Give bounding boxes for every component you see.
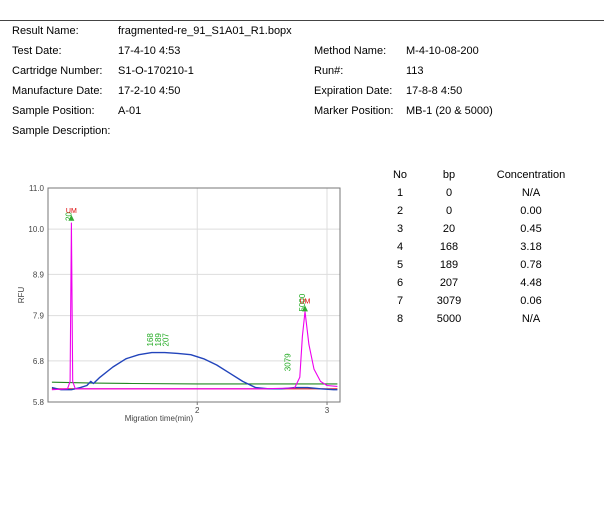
manufacture-date-value: 17-2-10 4:50 bbox=[118, 85, 181, 97]
row-bp: 0 bbox=[445, 187, 453, 199]
y-axis-title: RFU bbox=[17, 287, 26, 304]
result-name-label: Result Name: bbox=[12, 25, 79, 37]
row-no: 8 bbox=[396, 313, 404, 325]
peak-label: 20 bbox=[64, 212, 73, 221]
table-row: 1 0 N/A bbox=[380, 184, 576, 202]
peak-label: 207 bbox=[162, 333, 171, 347]
row-bp: 168 bbox=[439, 241, 459, 253]
cartridge-number-value: S1-O-170210-1 bbox=[118, 65, 194, 77]
row-concentration: 4.48 bbox=[520, 277, 542, 289]
peak-label: 168 bbox=[146, 333, 155, 347]
row-no: 7 bbox=[396, 295, 404, 307]
electropherogram-chart: 11.0 10.0 8.9 7.9 6.8 5.8 2 3 RFU Migration time(… bbox=[17, 184, 341, 423]
upper-marker-triangle bbox=[68, 214, 75, 221]
x-tick-label: 2 bbox=[195, 406, 200, 415]
peak-label: 3079 bbox=[284, 353, 293, 371]
row-bp: 20 bbox=[442, 223, 456, 235]
table-row: 5 189 0.78 bbox=[380, 256, 576, 274]
header-divider bbox=[0, 20, 604, 21]
upper-marker-triangle bbox=[301, 305, 308, 312]
table-row: 6 207 4.48 bbox=[380, 274, 576, 292]
row-bp: 189 bbox=[439, 259, 459, 271]
column-header-bp: bp bbox=[442, 169, 456, 181]
row-no: 1 bbox=[396, 187, 404, 199]
x-axis-title: Migration time(min) bbox=[125, 414, 194, 423]
marker-position-label: Marker Position: bbox=[314, 105, 394, 117]
row-no: 6 bbox=[396, 277, 404, 289]
table-row: 4 168 3.18 bbox=[380, 238, 576, 256]
sample-position-label: Sample Position: bbox=[12, 105, 95, 117]
row-concentration: 0.45 bbox=[520, 223, 542, 235]
y-tick-label: 5.8 bbox=[33, 398, 45, 407]
row-no: 3 bbox=[396, 223, 404, 235]
table-row: 7 3079 0.06 bbox=[380, 292, 576, 310]
y-tick-label: 11.0 bbox=[29, 184, 45, 193]
row-bp: 207 bbox=[439, 277, 459, 289]
manufacture-date-label: Manufacture Date: bbox=[12, 85, 103, 97]
peak-label: 5000 bbox=[298, 293, 307, 311]
row-concentration: 0.78 bbox=[520, 259, 542, 271]
expiration-date-value: 17-8-8 4:50 bbox=[406, 85, 463, 97]
run-number-value: 113 bbox=[406, 65, 424, 77]
row-no: 2 bbox=[396, 205, 404, 217]
row-no: 4 bbox=[396, 241, 404, 253]
cartridge-number-label: Cartridge Number: bbox=[12, 65, 103, 77]
y-tick-label: 8.9 bbox=[33, 270, 45, 279]
sample-position-value: A-01 bbox=[118, 105, 142, 117]
test-date-label: Test Date: bbox=[12, 45, 62, 57]
row-concentration: N/A bbox=[521, 313, 541, 325]
method-name-value: M-4-10-08-200 bbox=[406, 45, 479, 57]
y-tick-label: 10.0 bbox=[28, 225, 44, 234]
table-row: 8 5000 N/A bbox=[380, 310, 576, 328]
series-line-marker bbox=[51, 222, 338, 391]
row-bp: 0 bbox=[445, 205, 453, 217]
row-bp: 3079 bbox=[436, 295, 462, 307]
plot-frame bbox=[47, 187, 341, 403]
y-tick-label: 7.9 bbox=[33, 312, 45, 321]
table-row: 3 20 0.45 bbox=[380, 220, 576, 238]
upper-marker-label: UM bbox=[66, 208, 77, 215]
row-bp: 5000 bbox=[436, 313, 462, 325]
expiration-date-label: Expiration Date: bbox=[314, 85, 393, 97]
column-header-no: No bbox=[392, 169, 408, 181]
row-concentration: 0.00 bbox=[520, 205, 542, 217]
peak-table: No bp Concentration 1 0 N/A 2 0 0.00 3 20 0.45… bbox=[380, 166, 576, 328]
marker-position-value: MB-1 (20 & 5000) bbox=[406, 105, 493, 117]
method-name-label: Method Name: bbox=[314, 45, 387, 57]
sample-description-label: Sample Description: bbox=[12, 125, 111, 137]
peak-label: 189 bbox=[154, 333, 163, 347]
x-tick-label: 3 bbox=[325, 406, 330, 415]
test-date-value: 17-4-10 4:53 bbox=[118, 45, 181, 57]
row-concentration: 3.18 bbox=[520, 241, 542, 253]
table-row: 2 0 0.00 bbox=[380, 202, 576, 220]
row-concentration: 0.06 bbox=[520, 295, 542, 307]
result-name-value: fragmented-re_91_S1A01_R1.bopx bbox=[118, 25, 292, 37]
y-tick-label: 6.8 bbox=[33, 357, 45, 366]
row-no: 5 bbox=[396, 259, 404, 271]
column-header-concentration: Concentration bbox=[496, 169, 566, 181]
row-concentration: N/A bbox=[521, 187, 541, 199]
upper-marker-label: UM bbox=[300, 298, 311, 305]
peak-table-header: No bp Concentration bbox=[380, 166, 576, 184]
run-number-label: Run#: bbox=[314, 65, 344, 77]
